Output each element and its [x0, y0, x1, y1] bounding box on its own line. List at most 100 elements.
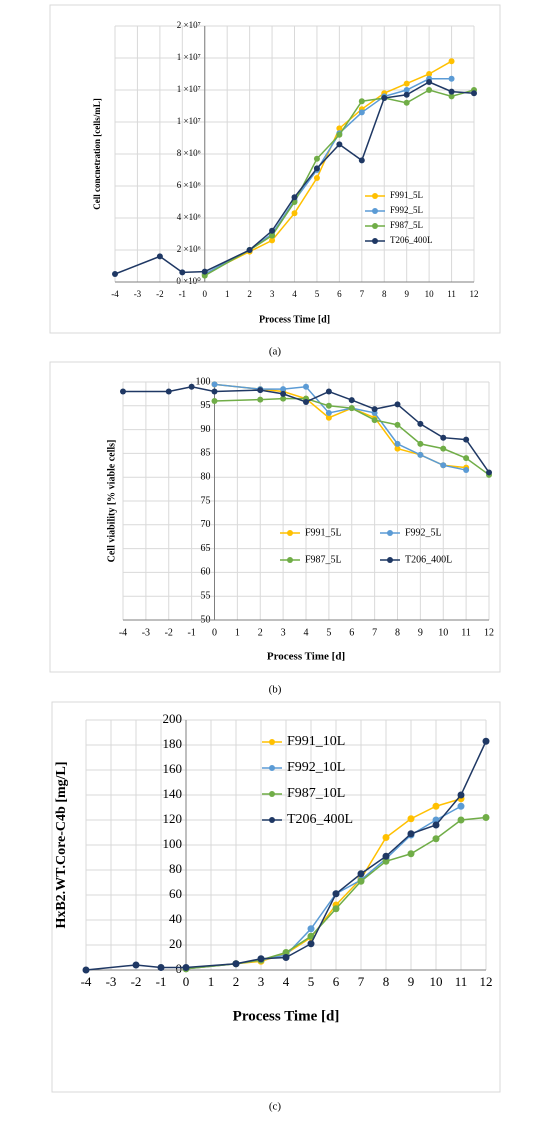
data-point: [165, 388, 172, 395]
series-line: [214, 383, 467, 469]
x-tick-label: 3: [281, 627, 286, 638]
y-tick-label: 80: [169, 861, 182, 876]
x-tick-label: 7: [360, 289, 365, 299]
legend-label: F987_5L: [305, 554, 342, 565]
y-tick-label: 100: [163, 836, 183, 851]
y-tick-label: 90: [201, 424, 211, 435]
data-point: [486, 469, 492, 476]
x-tick-label: 12: [480, 974, 493, 989]
data-point: [257, 955, 265, 963]
y-tick-label: 2 ×10⁷: [177, 20, 201, 30]
x-axis-label: Process Time [d]: [267, 651, 345, 663]
data-point: [307, 940, 315, 948]
data-point: [157, 964, 165, 971]
data-point: [336, 141, 343, 148]
data-point: [179, 269, 186, 276]
x-tick-label: 3: [258, 974, 265, 989]
x-tick-label: 6: [349, 627, 354, 638]
data-point: [417, 451, 424, 458]
data-point: [246, 247, 253, 253]
x-tick-label: -2: [131, 974, 142, 989]
data-point: [403, 80, 410, 87]
data-point: [371, 406, 378, 413]
data-point: [417, 440, 424, 447]
legend-marker: [269, 739, 275, 745]
x-tick-label: -4: [119, 627, 127, 638]
y-tick-label: 0: [176, 961, 183, 976]
x-tick-label: -2: [156, 289, 164, 299]
x-tick-label: 6: [333, 974, 340, 989]
data-point: [382, 834, 390, 841]
data-point: [394, 421, 401, 428]
data-point: [307, 932, 315, 940]
data-point: [463, 467, 470, 474]
x-tick-label: -1: [187, 627, 195, 638]
x-tick-label: 9: [404, 289, 409, 299]
data-point: [357, 877, 365, 885]
data-point: [348, 405, 355, 412]
data-point: [358, 157, 365, 164]
series-line: [214, 383, 467, 471]
data-point: [325, 409, 332, 416]
y-tick-label: 80: [201, 471, 211, 482]
x-tick-label: 8: [395, 627, 400, 638]
data-point: [371, 417, 378, 424]
y-axis-label: Cell viability [% viable cells]: [106, 440, 117, 563]
legend-marker: [287, 530, 293, 536]
data-point: [280, 386, 287, 393]
y-tick-label: 60: [201, 567, 211, 578]
data-point: [426, 71, 433, 77]
series-line: [185, 816, 487, 970]
y-axis-label: HxB2.WT.Core-C4b [mg/L]: [54, 761, 69, 928]
series-line: [204, 89, 475, 277]
x-tick-label: 0: [203, 289, 208, 299]
legend-marker: [269, 791, 275, 797]
data-point: [448, 93, 455, 100]
data-point: [463, 436, 470, 443]
data-point: [307, 925, 315, 933]
legend-marker: [372, 193, 378, 199]
x-tick-label: 1: [235, 627, 240, 638]
data-point: [417, 420, 424, 427]
x-tick-label: 6: [337, 289, 342, 299]
y-tick-label: 40: [169, 911, 182, 926]
y-tick-label: 2 ×10⁶: [177, 244, 201, 254]
x-tick-label: 4: [304, 627, 309, 638]
data-point: [448, 58, 455, 65]
legend-label: F987_5L: [390, 220, 423, 230]
x-tick-label: 5: [326, 627, 331, 638]
y-tick-label: 55: [201, 590, 211, 601]
data-point: [457, 791, 465, 799]
data-point: [257, 396, 264, 403]
x-tick-label: 10: [425, 289, 435, 299]
data-point: [407, 830, 415, 838]
data-point: [211, 388, 218, 395]
data-point: [156, 253, 163, 260]
x-tick-label: -4: [81, 974, 92, 989]
data-point: [382, 857, 390, 865]
x-tick-label: -3: [106, 974, 117, 989]
y-tick-label: 95: [201, 400, 211, 411]
x-tick-label: 3: [270, 289, 275, 299]
x-tick-label: 9: [408, 974, 415, 989]
panel-frame: [49, 4, 501, 334]
legend-label: F991_10L: [287, 734, 345, 749]
data-point: [282, 954, 290, 961]
data-point: [440, 434, 447, 441]
y-tick-label: 0 ×10⁰: [176, 276, 201, 286]
data-point: [471, 90, 477, 97]
data-point: [426, 87, 433, 93]
y-tick-label: 1 ×10⁷: [177, 84, 201, 94]
data-point: [440, 445, 447, 452]
data-point: [120, 388, 126, 395]
legend-label: T206_400L: [405, 554, 452, 565]
x-tick-label: -3: [142, 627, 150, 638]
data-point: [432, 802, 440, 810]
legend-label: F991_5L: [305, 527, 342, 538]
data-point: [358, 109, 365, 116]
data-point: [403, 99, 410, 106]
data-point: [407, 850, 415, 858]
data-point: [257, 387, 264, 394]
data-point: [394, 445, 401, 452]
x-tick-label: 11: [455, 974, 468, 989]
